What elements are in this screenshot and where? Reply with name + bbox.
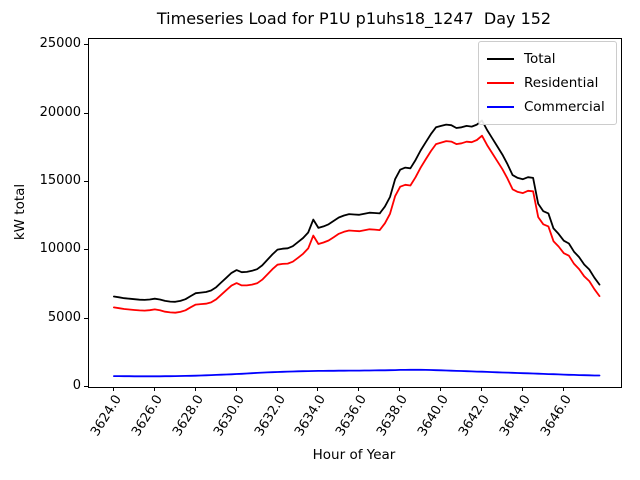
x-tick-mark [440,387,442,391]
x-tick-mark [317,387,319,391]
x-tick-label: 3644.0 [496,392,534,440]
x-tick-mark [112,387,114,391]
x-tick-mark [521,387,523,391]
series-line-commercial [112,368,601,378]
y-tick-label: 25000 [39,36,81,52]
x-tick-mark [235,387,237,391]
x-tick-label: 3646.0 [537,392,575,440]
x-tick-label: 3636.0 [333,392,371,440]
y-tick-mark [84,44,88,46]
x-axis-label: Hour of Year [312,447,396,463]
total-line-sample-icon [487,58,514,60]
y-tick-mark [84,317,88,319]
x-tick-label: 3632.0 [251,392,289,440]
legend-label-total: Total [524,51,556,67]
x-tick-mark [358,387,360,391]
y-tick-label: 0 [72,378,81,393]
x-tick-mark [153,387,155,391]
y-tick-label: 20000 [39,104,81,120]
x-tick-label: 3630.0 [210,392,248,440]
x-tick-label: 3634.0 [292,392,330,440]
x-tick-label: 3638.0 [374,392,412,440]
series-line-residential [112,134,601,314]
residential-line-sample-icon [487,82,514,84]
x-tick-label: 3624.0 [87,392,125,440]
x-tick-label: 3640.0 [415,392,452,440]
x-tick-mark [562,387,564,391]
y-tick-label: 15000 [39,173,81,188]
y-tick-mark [84,181,88,182]
y-tick-label: 10000 [39,241,81,257]
series-lines [112,119,601,378]
x-tick-label: 3642.0 [456,392,493,440]
legend: Total Residential Commercial [478,41,617,125]
y-tick-label: 5000 [47,309,81,325]
commercial-line-sample-icon [487,106,514,108]
chart-title: Timeseries Load for P1U p1uhs18_1247 Day… [156,9,552,28]
legend-item-commercial: Commercial [487,95,608,119]
legend-label-commercial: Commercial [524,99,605,115]
x-tick-mark [276,387,278,391]
series-line-total [112,119,601,303]
y-tick-mark [84,249,88,251]
x-tick-mark [481,387,482,391]
legend-item-total: Total [487,47,608,71]
y-tick-mark [84,112,88,114]
x-tick-mark [194,387,196,391]
x-tick-label: 3628.0 [169,392,207,440]
y-axis-label: kW total [12,183,28,241]
legend-label-residential: Residential [524,75,599,91]
y-tick-mark [84,386,88,387]
x-tick-label: 3626.0 [128,392,166,440]
legend-item-residential: Residential [487,71,608,95]
x-tick-mark [399,387,401,391]
